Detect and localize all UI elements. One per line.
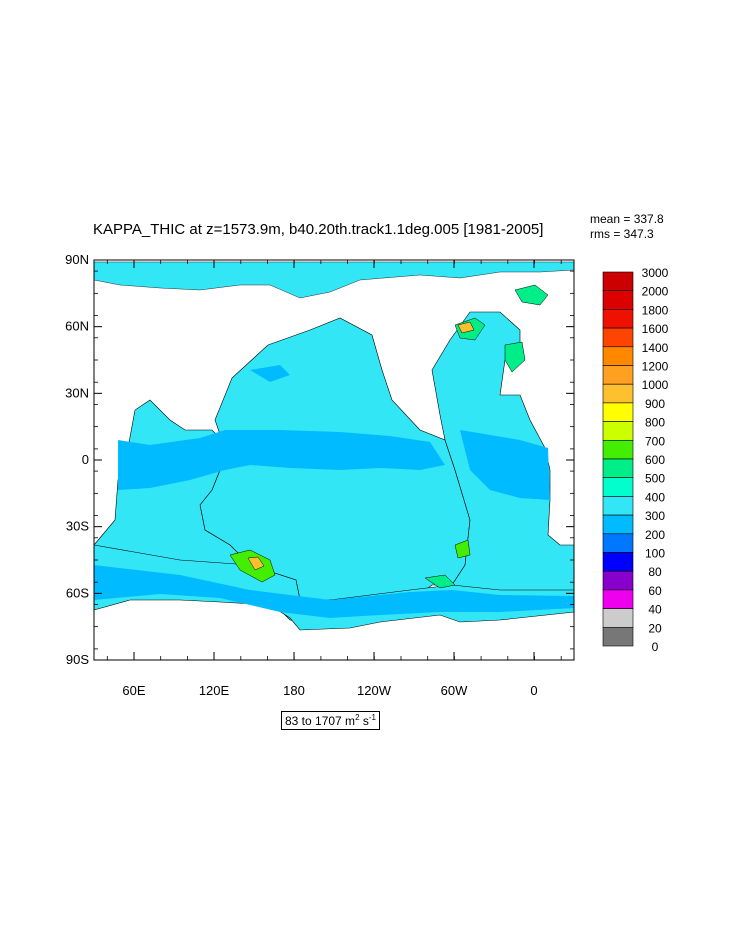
latitude-axis: 90N 60N 30N 0 30S 60S 90S <box>65 252 574 667</box>
lat-tick-label: 30S <box>66 519 89 534</box>
hotspot-argentine <box>454 539 471 559</box>
mean-stat: mean = 337.8 <box>590 212 664 226</box>
lon-tick-label: 180 <box>283 683 305 698</box>
colorbar-label: 1600 <box>642 322 669 336</box>
hotspot-greenland <box>514 284 549 306</box>
colorbar-label: 100 <box>645 547 665 561</box>
hotspot-drake <box>424 574 456 589</box>
hotspot-gulf-stream <box>504 341 526 373</box>
hotspot-labrador-core <box>457 321 475 334</box>
colorbar-label: 1800 <box>642 303 669 317</box>
colorbar-label: 400 <box>645 490 665 504</box>
colorbar-label: 200 <box>645 528 665 542</box>
colorbar-label: 1000 <box>642 378 669 392</box>
colorbar-label: 20 <box>648 621 662 635</box>
colorbar-label: 300 <box>645 509 665 523</box>
longitude-axis: 60E 120E 180 120W 60W 0 <box>106 260 562 698</box>
southern-band <box>94 565 574 618</box>
range-mid: s <box>359 714 369 728</box>
colorbar-box <box>602 458 634 479</box>
lat-tick-label: 90N <box>65 252 89 267</box>
colorbar-label: 40 <box>648 603 662 617</box>
colorbar: 3000200018001600140012001000900800700600… <box>602 266 669 654</box>
colorbar-label: 80 <box>648 565 662 579</box>
colorbar-label: 3000 <box>642 266 669 280</box>
colorbar-label: 60 <box>648 584 662 598</box>
map-title: KAPPA_THIC at z=1573.9m, b40.20th.track1… <box>93 221 544 238</box>
north-pacific-band <box>250 365 290 382</box>
colorbar-label: 500 <box>645 472 665 486</box>
colorbar-box <box>602 570 634 591</box>
hotspot-new-zealand-core <box>247 556 265 571</box>
colorbar-label: 0 <box>652 640 659 654</box>
colorbar-box <box>602 589 634 609</box>
colorbar-box <box>602 514 634 535</box>
colorbar-box <box>602 402 634 422</box>
colorbar-box <box>602 309 634 329</box>
rms-stat: rms = 347.3 <box>590 227 654 241</box>
lat-tick-label: 60S <box>66 585 89 600</box>
colorbar-label: 1400 <box>642 341 669 355</box>
colorbar-box <box>602 552 634 572</box>
lon-tick-label: 0 <box>530 683 537 698</box>
colorbar-label: 1200 <box>642 360 669 374</box>
range-prefix: 83 to 1707 m <box>285 714 356 728</box>
lat-tick-label: 60N <box>65 319 89 334</box>
colorbar-box <box>602 290 634 310</box>
colorbar-label: 800 <box>645 416 665 430</box>
colorbar-box <box>602 271 634 292</box>
colorbar-box <box>602 365 634 385</box>
lon-tick-label: 60W <box>441 683 468 698</box>
colorbar-label: 2000 <box>642 285 669 299</box>
lon-tick-label: 60E <box>122 683 145 698</box>
colorbar-box <box>602 626 634 647</box>
colorbar-label: 900 <box>645 397 665 411</box>
arctic-ocean <box>93 261 575 299</box>
lon-tick-label: 120W <box>357 683 392 698</box>
atlantic-band <box>460 430 550 500</box>
colorbar-box <box>602 439 634 460</box>
colorbar-box <box>602 496 634 516</box>
colorbar-box <box>602 533 634 553</box>
value-range-box: 83 to 1707 m2 s-1 <box>281 711 380 730</box>
colorbar-box <box>602 346 634 366</box>
colorbar-box <box>602 477 634 497</box>
colorbar-label: 600 <box>645 453 665 467</box>
colorbar-box <box>602 383 634 404</box>
range-exp1: 2 <box>355 713 360 722</box>
lat-tick-label: 0 <box>82 452 89 467</box>
colorbar-label: 700 <box>645 434 665 448</box>
ocean-basins <box>93 261 575 631</box>
lat-tick-label: 30N <box>65 385 89 400</box>
colorbar-box <box>602 327 634 348</box>
lat-tick-label: 90S <box>66 652 89 667</box>
equatorial-band <box>118 430 445 490</box>
colorbar-box <box>602 421 634 441</box>
colorbar-box <box>602 608 634 628</box>
range-exp2: -1 <box>368 713 376 722</box>
lon-tick-label: 120E <box>199 683 230 698</box>
